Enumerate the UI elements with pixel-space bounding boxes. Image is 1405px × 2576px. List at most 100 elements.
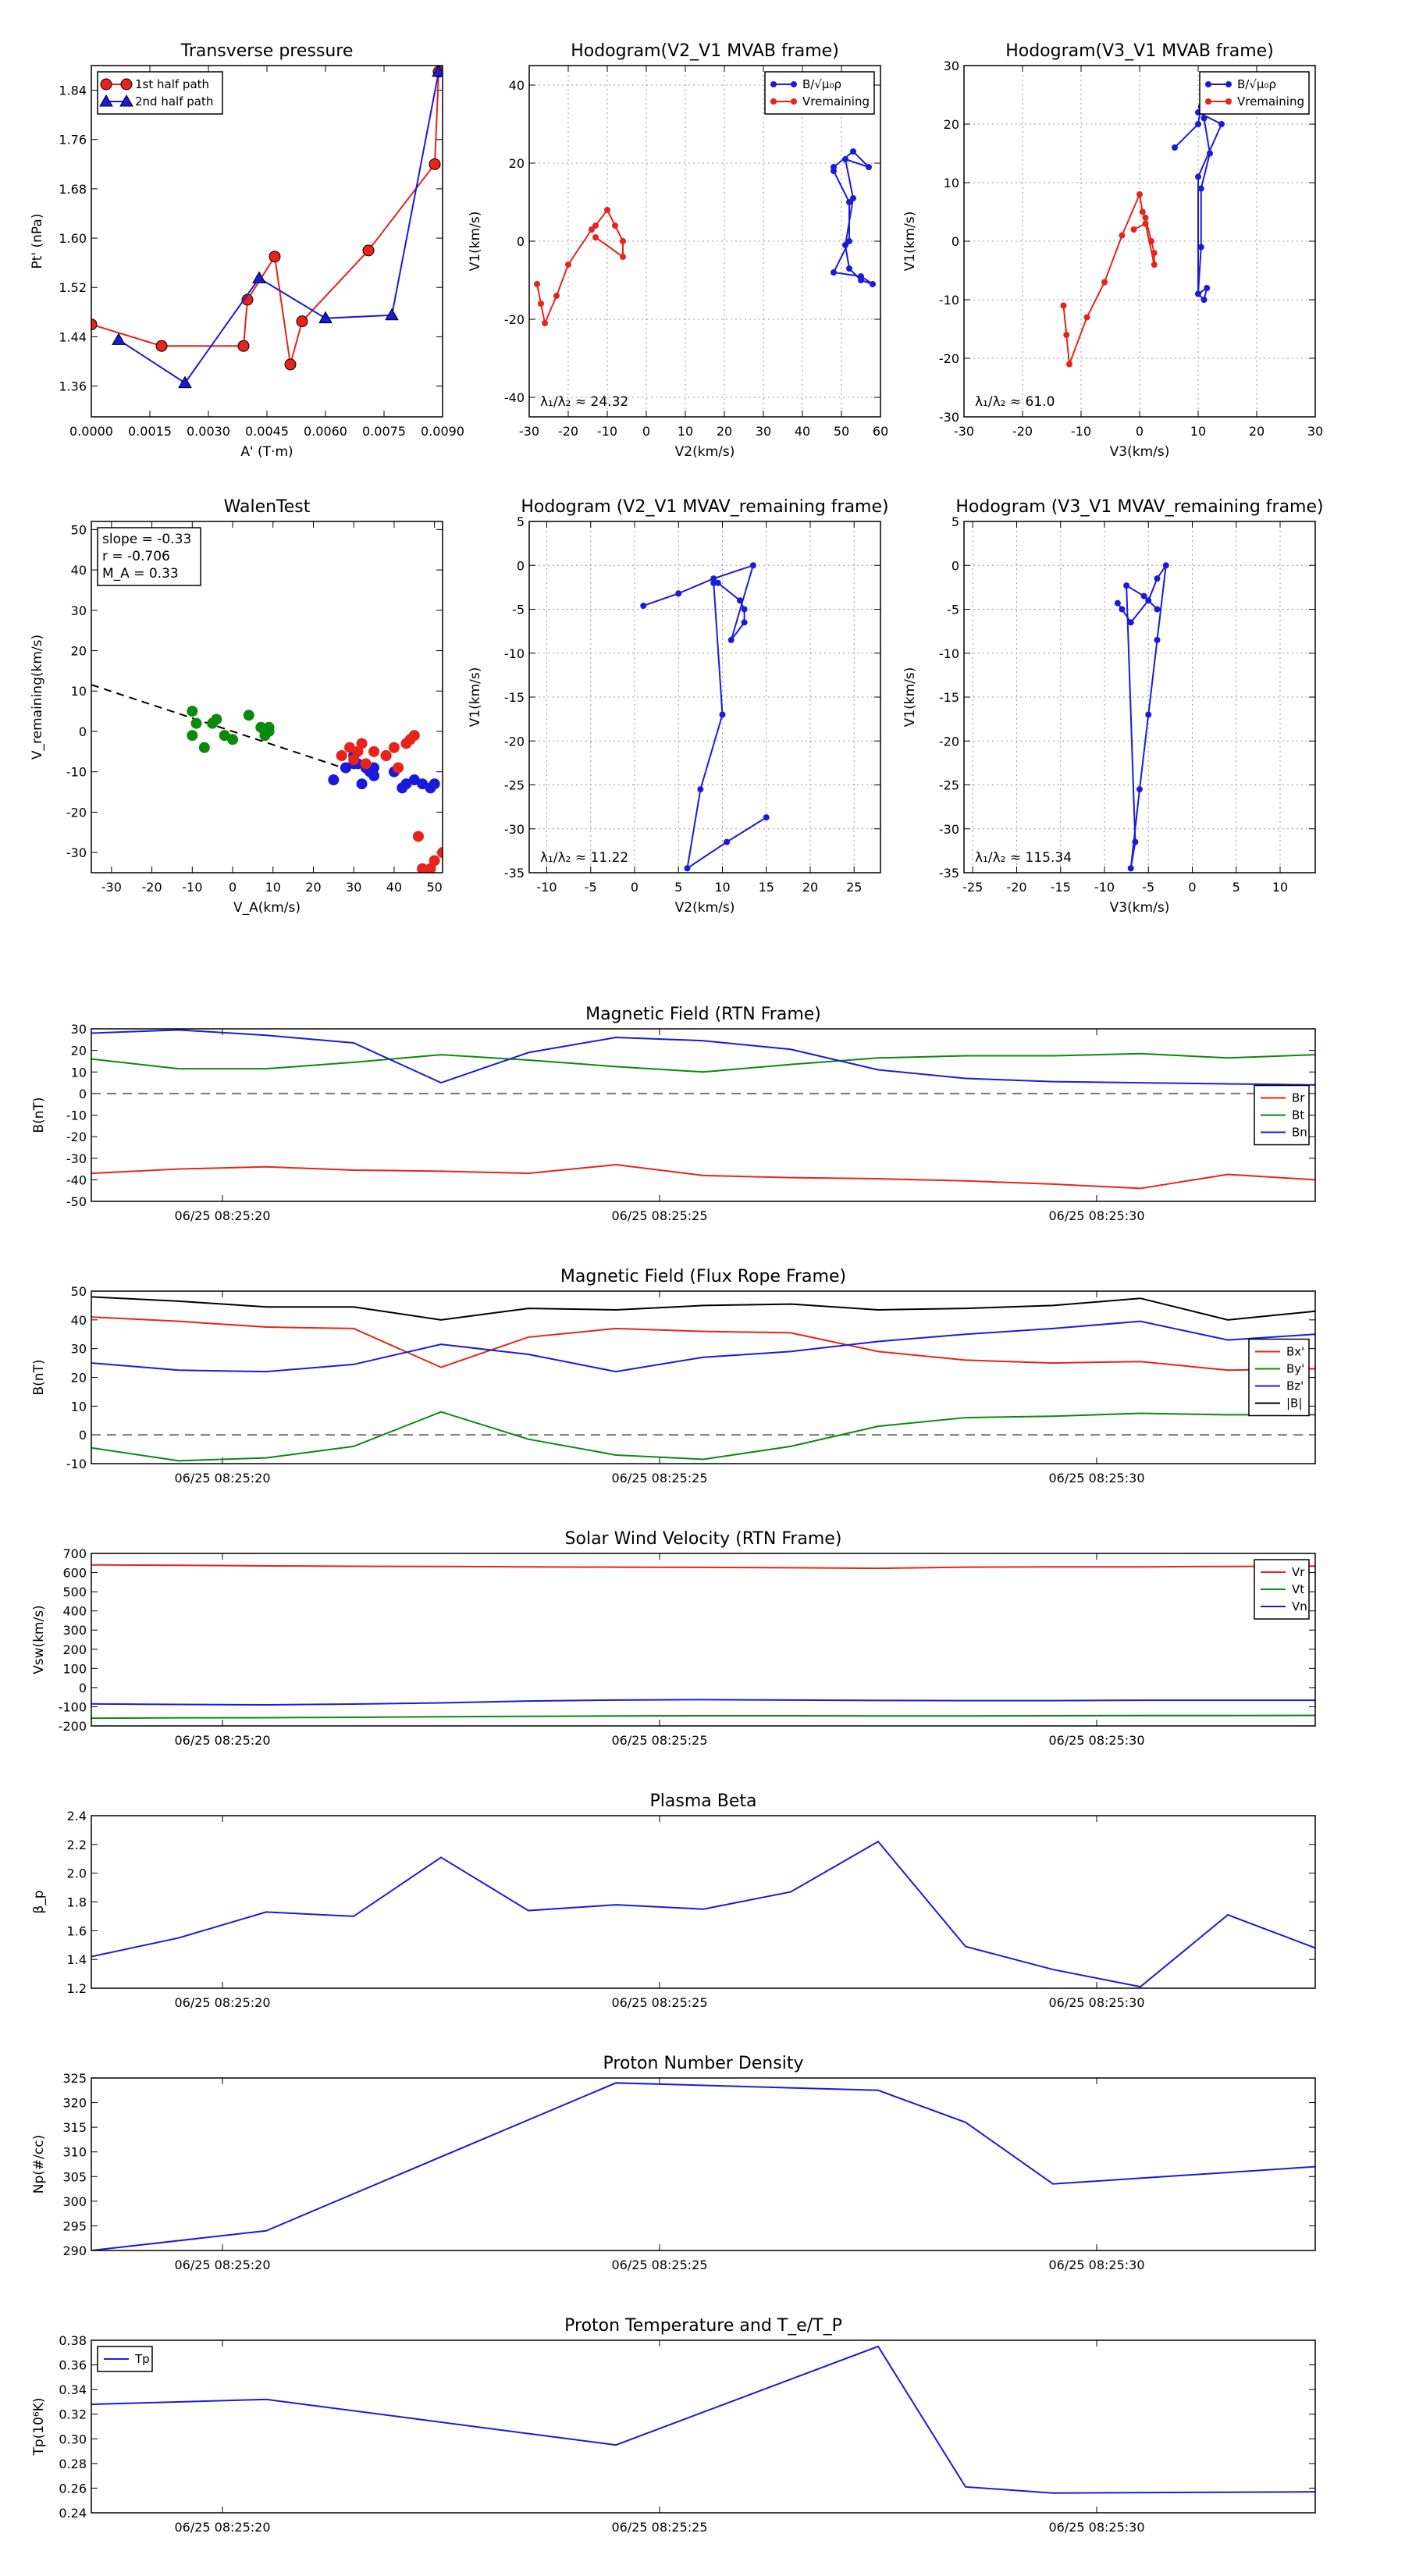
solar-wind-velocity-plot-area xyxy=(91,1564,1315,1720)
walen-test-ylabel: V_remaining(km/s) xyxy=(30,635,45,760)
legend-marker xyxy=(791,81,797,87)
proton-temperature-frame xyxy=(91,2339,1316,2514)
data-point xyxy=(719,711,726,718)
x-tick-label: 0 xyxy=(642,424,650,439)
data-point xyxy=(356,778,368,790)
data-point xyxy=(284,358,297,371)
walen-test-title: WalenTest xyxy=(224,497,311,517)
data-point xyxy=(1127,865,1134,872)
time-tick-label: 06/25 08:25:30 xyxy=(1048,1733,1144,1748)
plasma-beta-ylabel: β_p xyxy=(31,1890,47,1913)
y-tick-label: 1.2 xyxy=(67,1981,87,1996)
data-point xyxy=(1063,332,1070,338)
y-tick-label: 0.34 xyxy=(59,2382,87,2397)
hodogram-v3-v1-mvav-ylabel: V1(km/s) xyxy=(902,667,918,728)
data-point xyxy=(846,199,852,205)
data-point xyxy=(858,273,864,279)
data-point xyxy=(1200,115,1208,122)
y-tick-label: -20 xyxy=(504,312,525,327)
hodogram-v3-v1-mvav-plot-area xyxy=(1114,562,1169,872)
walen-test-frame xyxy=(91,521,443,873)
x-tick-label: 5 xyxy=(674,880,682,895)
data-point xyxy=(1127,619,1134,626)
eigen-ratio-annotation: λ₁/λ₂ ≈ 61.0 xyxy=(975,394,1055,410)
x-tick-label: 0 xyxy=(229,880,237,895)
time-tick-label: 06/25 08:25:30 xyxy=(1048,2520,1144,2535)
x-tick-label: 0.0030 xyxy=(187,424,230,439)
y-tick-label: 40 xyxy=(71,1313,87,1328)
proton-number-density-ylabel: Np(#/cc) xyxy=(31,2135,47,2194)
y-tick-label: 0 xyxy=(79,1428,87,1443)
x-tick-label: -20 xyxy=(1006,880,1026,895)
y-tick-label: 20 xyxy=(71,644,87,659)
legend-frame xyxy=(764,71,875,115)
hodogram-v2-v1-mvab-chart: Hodogram(V2_V1 MVAB frame) -40 -20 0 20 40 -30… xyxy=(468,41,888,460)
y-tick-label: 1.84 xyxy=(59,84,87,98)
data-point xyxy=(1139,208,1146,215)
legend-label: Br xyxy=(1292,1091,1305,1105)
x-tick-label: 10 xyxy=(1272,880,1288,895)
data-point xyxy=(1136,191,1143,197)
data-point xyxy=(846,238,852,244)
hodogram-v2-v1-mvav-title: Hodogram (V2_V1 MVAV_remaining frame) xyxy=(521,497,888,517)
y-tick-label: 2.0 xyxy=(67,1866,87,1881)
legend-label: Vremaining xyxy=(1237,94,1304,109)
data-point xyxy=(1114,600,1121,607)
hodogram-v3-v1-mvab-plot-area xyxy=(1060,103,1225,368)
legend-marker xyxy=(770,81,777,87)
solar-wind-velocity-chart: Solar Wind Velocity (RTN Frame) -200 -100 0… xyxy=(31,1529,1316,1748)
data-point xyxy=(237,340,250,352)
x-tick-label: 10 xyxy=(714,880,730,895)
y-tick-label: 10 xyxy=(71,1399,87,1414)
data-point xyxy=(429,158,441,170)
legend-marker xyxy=(1205,98,1211,105)
x-tick-label: 30 xyxy=(756,424,771,439)
solar-wind-velocity-frame xyxy=(91,1553,1316,1727)
transverse-pressure-frame xyxy=(91,65,443,418)
data-point xyxy=(604,207,610,213)
x-tick-label: -10 xyxy=(536,880,557,895)
data-point xyxy=(429,778,440,790)
legend-marker xyxy=(100,78,112,91)
data-point xyxy=(749,562,756,569)
data-point xyxy=(318,311,333,324)
data-point xyxy=(763,814,770,821)
data-point xyxy=(1154,575,1161,582)
data-point xyxy=(1132,838,1139,845)
y-tick-label: 1.60 xyxy=(59,231,87,246)
y-tick-label: 295 xyxy=(62,2218,87,2233)
magnetic-field-rtn-plot-area xyxy=(91,1029,1315,1190)
magnetic-field-rtn-legend: Br Bt Bn xyxy=(1254,1084,1310,1146)
data-point xyxy=(697,786,704,793)
hodogram-v3-v1-mvab-xlabel: V3(km/s) xyxy=(1110,444,1170,460)
data-point xyxy=(612,222,618,229)
legend-label: Vt xyxy=(1292,1582,1304,1596)
magnetic-field-rtn-frame xyxy=(91,1028,1316,1202)
data-point xyxy=(1145,597,1152,604)
proton-temperature-chart: Proton Temperature and T_e/T_P 0.24 0.26 0.… xyxy=(31,2316,1316,2535)
magnetic-field-rtn-title: Magnetic Field (RTN Frame) xyxy=(585,1005,821,1024)
series-line-Tp xyxy=(91,2345,1315,2494)
data-point xyxy=(1119,606,1126,613)
hodogram-v3-v1-mvav-frame xyxy=(963,521,1316,873)
data-point xyxy=(263,721,275,733)
x-tick-label: 0.0000 xyxy=(69,424,113,439)
y-tick-label: -100 xyxy=(59,1699,87,1714)
data-point xyxy=(356,738,368,749)
y-tick-label: 290 xyxy=(62,2243,87,2258)
magnetic-field-flux-rope-legend: Bx' By' Bz' |B| xyxy=(1248,1338,1310,1417)
time-tick-label: 06/25 08:25:30 xyxy=(1048,1208,1144,1223)
legend-label: Vn xyxy=(1292,1599,1307,1614)
legend-label: B/√μ₀ρ xyxy=(1237,77,1276,91)
y-tick-label: 305 xyxy=(62,2169,87,2184)
solar-wind-velocity-ylabel: Vsw(km/s) xyxy=(31,1605,47,1674)
stats-line: slope = -0.33 xyxy=(102,532,191,547)
hodogram-v2-v1-mvab-xlabel: V2(km/s) xyxy=(675,444,735,460)
data-point xyxy=(219,730,230,742)
y-tick-label: -20 xyxy=(504,734,525,749)
data-point xyxy=(1136,786,1143,793)
x-tick-label: -25 xyxy=(962,880,983,895)
legend-marker xyxy=(1205,81,1211,87)
legend-label: 2nd half path xyxy=(135,94,213,109)
y-tick-label: 5 xyxy=(517,514,525,529)
